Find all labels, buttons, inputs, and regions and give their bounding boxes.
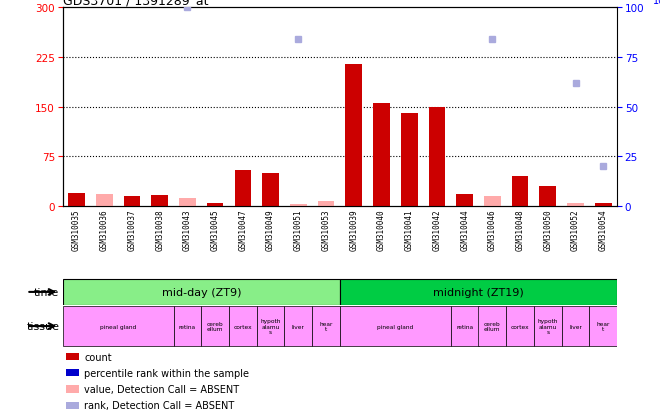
Bar [562,306,589,346]
Text: midnight (ZT19): midnight (ZT19) [433,287,524,297]
Text: 100%: 100% [653,0,660,6]
Bar [478,306,506,346]
Text: liver: liver [569,324,582,329]
Text: rank, Detection Call = ABSENT: rank, Detection Call = ABSENT [84,400,234,410]
Text: GSM310054: GSM310054 [599,209,608,250]
Text: GSM310043: GSM310043 [183,209,192,250]
Bar [456,195,473,206]
Bar [123,197,141,206]
Bar [257,306,284,346]
Bar [428,107,446,206]
Text: hypoth
alamu
s: hypoth alamu s [538,318,558,334]
Text: hear
t: hear t [319,321,333,332]
Text: GSM310035: GSM310035 [72,209,81,250]
Text: cortex: cortex [234,324,252,329]
Text: GSM310036: GSM310036 [100,209,109,250]
Bar [401,114,418,206]
Bar [66,369,79,377]
Bar [96,195,113,206]
Text: GSM310039: GSM310039 [349,209,358,250]
Text: GSM310051: GSM310051 [294,209,303,250]
Text: percentile rank within the sample: percentile rank within the sample [84,368,249,378]
Bar [201,306,229,346]
Text: liver: liver [292,324,305,329]
Bar [262,173,279,206]
Text: GDS3701 / 1391289_at: GDS3701 / 1391289_at [63,0,208,7]
Text: GSM310047: GSM310047 [238,209,248,250]
Text: GSM310037: GSM310037 [127,209,137,250]
Bar [290,204,307,206]
Bar [66,402,79,409]
Bar [174,306,201,346]
Text: hypoth
alamu
s: hypoth alamu s [261,318,280,334]
Bar [512,177,529,206]
Bar [317,201,335,206]
Bar [63,306,174,346]
Bar [151,195,168,206]
Bar [534,306,562,346]
Text: GSM310053: GSM310053 [321,209,331,250]
Bar [312,306,340,346]
Text: GSM310052: GSM310052 [571,209,580,250]
Text: GSM310038: GSM310038 [155,209,164,250]
Bar [506,306,534,346]
Text: GSM310049: GSM310049 [266,209,275,250]
Bar [484,197,501,206]
Bar [234,170,251,206]
Text: GSM310044: GSM310044 [460,209,469,250]
Text: hear
t: hear t [597,321,610,332]
Bar [589,306,617,346]
Bar [179,199,196,206]
Bar [229,306,257,346]
Text: GSM310045: GSM310045 [211,209,220,250]
Text: cortex: cortex [511,324,529,329]
Text: GSM310041: GSM310041 [405,209,414,250]
Bar [340,306,451,346]
Text: time: time [34,287,59,297]
Text: retina: retina [179,324,196,329]
Bar [207,204,224,206]
Text: value, Detection Call = ABSENT: value, Detection Call = ABSENT [84,384,240,394]
Text: GSM310042: GSM310042 [432,209,442,250]
Bar [66,353,79,361]
Bar [373,104,390,206]
Text: GSM310040: GSM310040 [377,209,386,250]
Bar [284,306,312,346]
Bar [66,385,79,393]
Text: cereb
ellum: cereb ellum [484,321,501,332]
Bar [567,203,584,206]
Text: pineal gland: pineal gland [100,324,136,329]
Bar [340,279,617,305]
Bar [595,203,612,206]
Bar [451,306,478,346]
Text: GSM310046: GSM310046 [488,209,497,250]
Text: pineal gland: pineal gland [378,324,413,329]
Text: tissue: tissue [26,321,59,331]
Bar [539,187,556,206]
Bar [345,64,362,206]
Text: count: count [84,352,112,362]
Text: cereb
ellum: cereb ellum [207,321,224,332]
Bar [68,193,85,206]
Bar [63,279,340,305]
Text: mid-day (ZT9): mid-day (ZT9) [162,287,241,297]
Text: GSM310048: GSM310048 [515,209,525,250]
Text: GSM310050: GSM310050 [543,209,552,250]
Text: retina: retina [456,324,473,329]
